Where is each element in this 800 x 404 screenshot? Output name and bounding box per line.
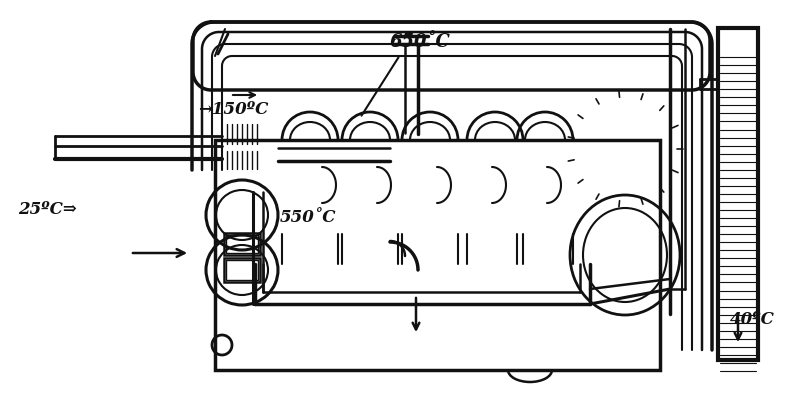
Bar [215, 140, 660, 370]
Bar [224, 233, 260, 255]
Bar [226, 235, 258, 253]
Bar [718, 28, 758, 360]
Bar [224, 258, 260, 282]
Text: 550˚C: 550˚C [280, 210, 337, 227]
Text: 40ºC: 40ºC [730, 311, 775, 328]
Text: 650˚C: 650˚C [390, 33, 451, 51]
Text: 25ºC⇒: 25ºC⇒ [18, 202, 77, 219]
Text: →150ºC: →150ºC [198, 101, 268, 118]
Bar [226, 260, 258, 280]
